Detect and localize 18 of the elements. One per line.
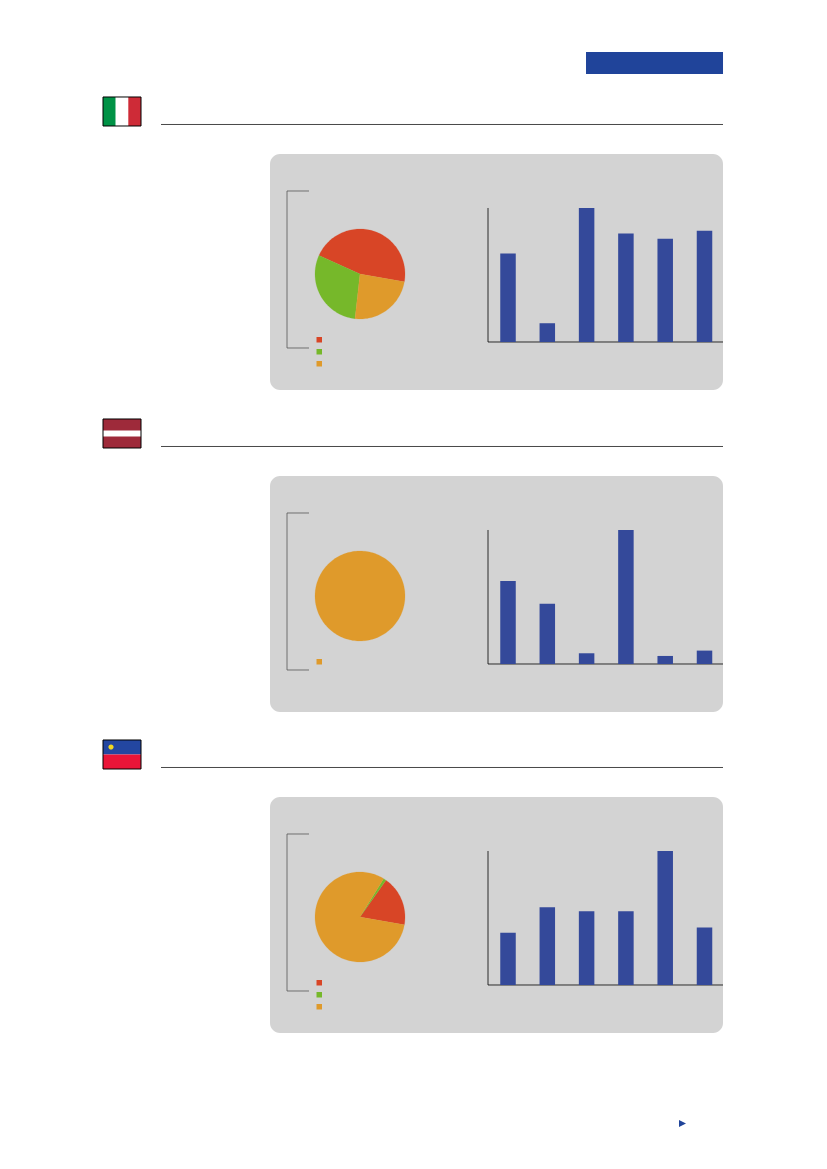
bar [618,233,634,342]
bar [657,851,673,985]
bar [578,653,595,664]
bar [539,603,556,664]
bar [657,655,673,664]
bar [657,238,673,342]
bar [618,529,634,664]
bar [696,230,713,342]
bar [500,253,516,342]
bar [500,580,516,664]
bar [578,911,595,985]
bar [696,650,713,664]
bar [539,323,556,342]
bar [618,911,634,985]
bar [578,207,595,342]
bar [696,927,713,985]
bar [500,932,516,985]
bar [539,907,556,985]
